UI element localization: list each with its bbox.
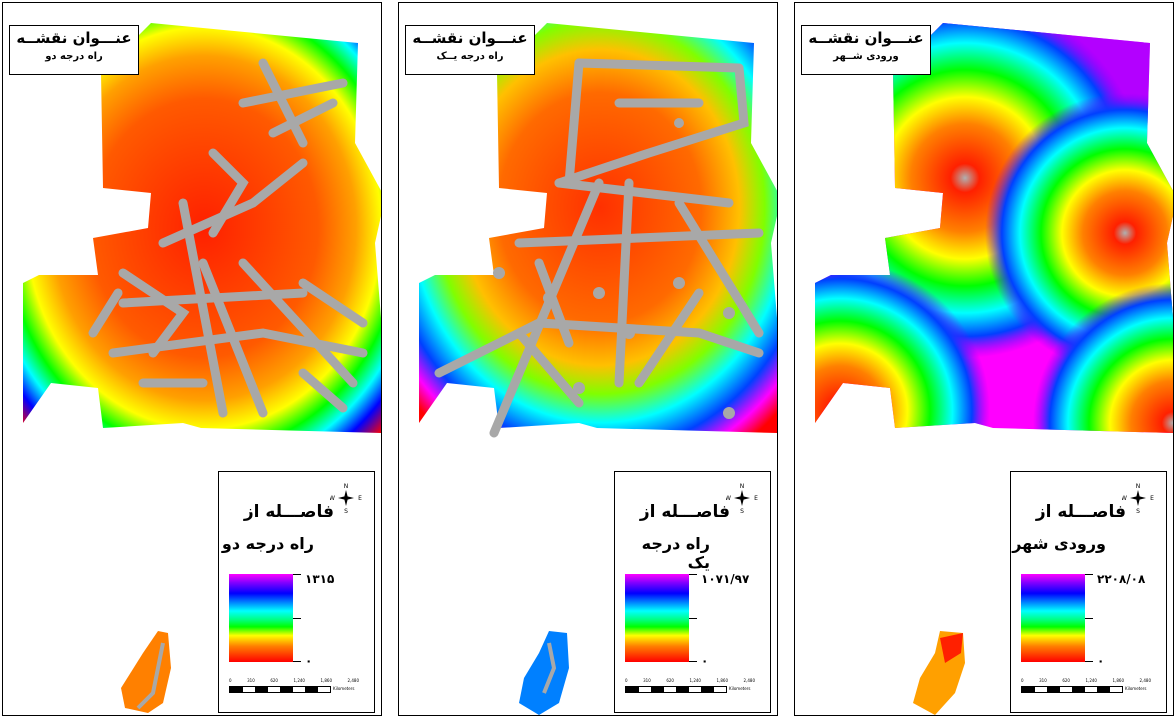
map-panel-city-entrances: عنـــوان نقشــه ورودی شــهر N S E W فاصـ… (794, 2, 1174, 716)
map-canvas (419, 23, 777, 715)
legend-max-value: ۱۰۷۱/۹۷ (701, 572, 750, 586)
map-title-box: عنـــوان نقشــه راه درجه یــک (405, 25, 535, 75)
map-canvas (815, 23, 1173, 715)
north-arrow-icon: N S E W (1121, 482, 1154, 515)
legend-title-line1: فاصـــله از (243, 502, 334, 522)
legend-box: N S E W فاصـــله از راه درجه یک ۱۰۷۱/۹۷ … (614, 471, 771, 713)
east-label: E (1150, 495, 1154, 502)
scale-tick-label: 310 (247, 678, 255, 683)
scale-tick-label: 2,480 (1139, 678, 1151, 683)
scale-unit: Kilometers (1125, 686, 1147, 691)
scale-bar: 0 310 620 1,240 1,860 2,480 Kilometers (229, 678, 359, 706)
study-area-shape (419, 23, 777, 433)
legend-title-line1: فاصـــله از (1035, 502, 1126, 522)
south-label: S (740, 508, 744, 514)
map-panel-primary-roads: عنـــوان نقشــه راه درجه یــک N S E W فا… (398, 2, 778, 716)
map-title: عنـــوان نقشــه (16, 29, 132, 47)
map-title: عنـــوان نقشــه (412, 29, 528, 47)
map-title-box: عنـــوان نقشــه راه درجه دو (9, 25, 139, 75)
scale-tick-label: 1,860 (716, 678, 728, 683)
legend-min-value: ۰ (701, 654, 709, 668)
west-label: W (330, 495, 335, 502)
inset-area (121, 631, 171, 713)
scale-tick-label: 310 (1039, 678, 1047, 683)
east-label: E (358, 495, 362, 502)
west-label: W (1122, 495, 1127, 502)
scale-tick-label: 310 (643, 678, 651, 683)
scale-bar: 0 310 620 1,240 1,860 2,480 Kilometers (1021, 678, 1151, 706)
road-network (434, 58, 764, 438)
south-label: S (344, 508, 348, 514)
map-panel-secondary-roads: عنـــوان نقشــه راه درجه دو N S E W فاصـ… (2, 2, 382, 716)
scale-tick-label: 0 (229, 678, 232, 683)
color-ramp (229, 574, 293, 662)
scale-bar: 0 310 620 1,240 1,860 2,480 Kilometers (625, 678, 755, 706)
south-label: S (1136, 508, 1140, 514)
legend-max-value: ۱۳۱۵ (305, 572, 335, 586)
legend-min-value: ۰ (1097, 654, 1105, 668)
scale-unit: Kilometers (729, 686, 751, 691)
scale-tick-label: 0 (625, 678, 628, 683)
scale-tick-label: 1,860 (320, 678, 332, 683)
north-label: N (344, 483, 349, 490)
north-arrow-icon: N S E W (329, 482, 362, 515)
road-network (88, 58, 368, 418)
scale-tick-label: 1,860 (1112, 678, 1124, 683)
west-label: W (726, 495, 731, 502)
map-canvas (23, 23, 381, 713)
east-label: E (754, 495, 758, 502)
map-subtitle: ورودی شــهر (833, 51, 899, 62)
scale-tick-label: 2,480 (347, 678, 359, 683)
legend-title-line2: راه درجه دو (221, 534, 314, 553)
scale-tick-label: 1,240 (293, 678, 305, 683)
inset-area (519, 631, 569, 715)
legend-min-value: ۰ (305, 654, 313, 668)
scale-tick-label: 1,240 (689, 678, 701, 683)
scale-tick-label: 620 (270, 678, 278, 683)
legend-max-value: ۲۲۰۸/۰۸ (1097, 572, 1146, 586)
scale-tick-label: 1,240 (1085, 678, 1097, 683)
legend-title-line1: فاصـــله از (639, 502, 730, 522)
map-title: عنـــوان نقشــه (808, 29, 924, 47)
map-subtitle: راه درجه یــک (436, 51, 504, 62)
scale-tick-label: 0 (1021, 678, 1024, 683)
legend-title-line2: راه درجه یک (641, 534, 710, 572)
scale-unit: Kilometers (333, 686, 355, 691)
north-label: N (1136, 483, 1141, 490)
north-arrow-icon: N S E W (725, 482, 758, 515)
map-title-box: عنـــوان نقشــه ورودی شــهر (801, 25, 931, 75)
scale-tick-label: 2,480 (743, 678, 755, 683)
legend-title-line2: ورودی شهر (1012, 534, 1106, 553)
color-ramp (1021, 574, 1085, 662)
legend-box: N S E W فاصـــله از راه درجه دو ۱۳۱۵ ۰ 0… (218, 471, 375, 713)
scale-tick-label: 620 (1062, 678, 1070, 683)
map-subtitle: راه درجه دو (45, 51, 103, 62)
scale-tick-label: 620 (666, 678, 674, 683)
color-ramp (625, 574, 689, 662)
north-label: N (740, 483, 745, 490)
legend-box: N S E W فاصـــله از ورودی شهر ۲۲۰۸/۰۸ ۰ … (1010, 471, 1167, 713)
road-nodes (493, 118, 735, 419)
